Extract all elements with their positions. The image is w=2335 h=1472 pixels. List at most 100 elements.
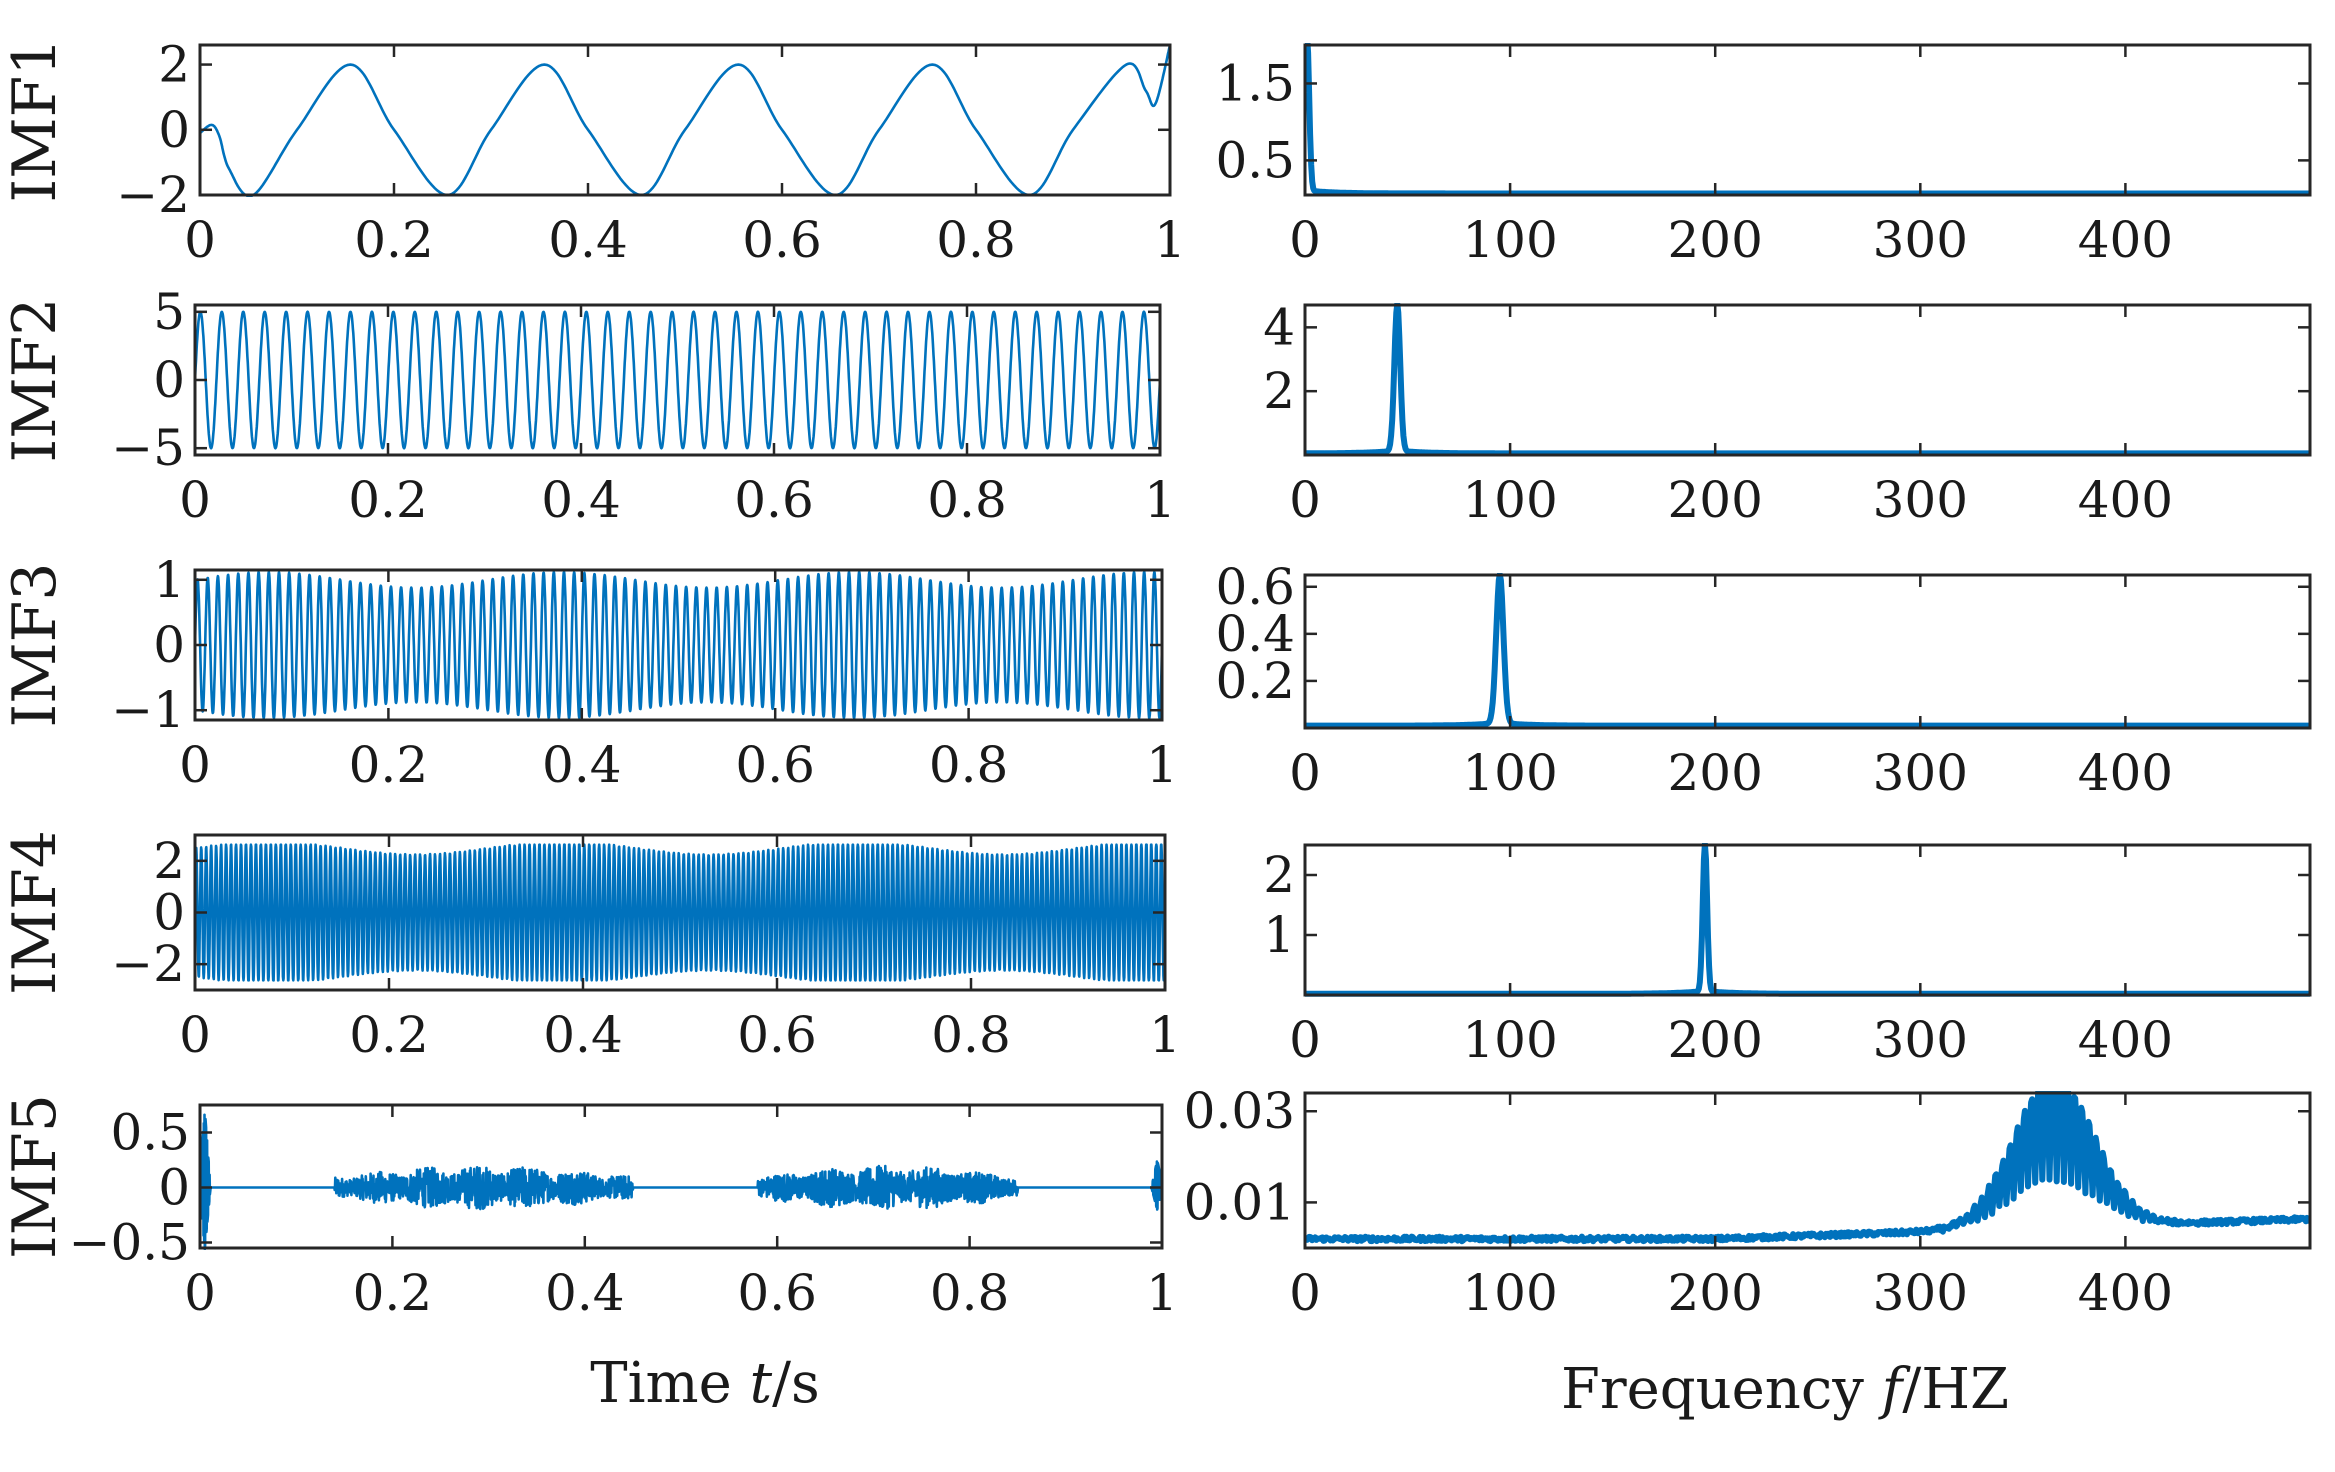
imf3-freq-xtick-label: 400 bbox=[2078, 744, 2173, 802]
imf4-time-xtick-label: 0.8 bbox=[931, 1006, 1011, 1064]
imf4-time-xtick-label: 1 bbox=[1149, 1006, 1181, 1064]
imf5-freq-xtick-label: 100 bbox=[1462, 1264, 1557, 1322]
imf3-freq-ytick-label: 0.2 bbox=[1215, 652, 1295, 710]
imf2-time-xtick-label: 0 bbox=[179, 471, 211, 529]
imf4-freq-axes-frame bbox=[1303, 843, 2312, 997]
imf1-freq-xtick-label: 0 bbox=[1289, 211, 1321, 269]
imf5-time-xtick-label: 0.2 bbox=[353, 1264, 433, 1322]
imf3-time-xtick-label: 0.2 bbox=[349, 736, 429, 794]
imf2-freq-xtick-label: 200 bbox=[1667, 471, 1762, 529]
imf5-freq-xtick-label: 0 bbox=[1289, 1264, 1321, 1322]
imf5-freq-series-line bbox=[1305, 1091, 2310, 1245]
imf3-time-ytick-label: −1 bbox=[111, 681, 185, 739]
imf1-freq-ytick-label: 1.5 bbox=[1215, 54, 1295, 112]
imf3-freq-xtick-label: 100 bbox=[1462, 744, 1557, 802]
imf5-freq-xtick-label: 400 bbox=[2078, 1264, 2173, 1322]
imf4-time-series-line bbox=[195, 843, 1165, 982]
imf5-time-axes-frame bbox=[198, 1103, 1164, 1250]
imf1-time-series-line bbox=[200, 44, 1170, 197]
imf1-time-xtick-label: 0.6 bbox=[742, 211, 822, 269]
imf1-freq-panel: 0 100 200 300 400 0.5 1.5 bbox=[1215, 43, 2312, 269]
imf5-time-ylabel: IMF5 bbox=[0, 1094, 70, 1259]
imf1-time-ytick-label: 0 bbox=[158, 101, 190, 159]
imf2-time-ytick-label: 5 bbox=[153, 283, 185, 341]
imf5-freq-ytick-label: 0.03 bbox=[1184, 1082, 1295, 1140]
imf3-time-xtick-label: 0.8 bbox=[929, 736, 1009, 794]
imf1-time-xtick-label: 1 bbox=[1154, 211, 1186, 269]
imf3-freq-ytick-label: 0.4 bbox=[1215, 605, 1295, 663]
imf4-time-xtick-label: 0.2 bbox=[349, 1006, 429, 1064]
imf2-time-ytick-label: 0 bbox=[153, 351, 185, 409]
imf2-freq-xtick-label: 400 bbox=[2078, 471, 2173, 529]
imf2-freq-xtick-label: 0 bbox=[1289, 471, 1321, 529]
imf2-time-xtick-label: 1 bbox=[1144, 471, 1176, 529]
imf4-time-xtick-label: 0.4 bbox=[543, 1006, 623, 1064]
imf5-time-ytick-label: 0.5 bbox=[110, 1104, 190, 1162]
imf1-freq-ytick-label: 0.5 bbox=[1215, 131, 1295, 189]
imf2-time-series-line bbox=[195, 310, 1160, 450]
imf3-freq-xtick-label: 300 bbox=[1873, 744, 1968, 802]
imf4-freq-ytick-label: 2 bbox=[1263, 846, 1295, 904]
frequency-axis-label: Frequency f/HZ bbox=[1561, 1357, 2009, 1422]
imf4-time-ytick-label: 0 bbox=[153, 884, 185, 942]
imf3-time-series-line bbox=[195, 570, 1162, 720]
imf4-freq-ytick-label: 1 bbox=[1263, 906, 1295, 964]
imf1-time-ytick-label: −2 bbox=[116, 166, 190, 224]
imf2-time-xtick-label: 0.6 bbox=[734, 471, 814, 529]
imf4-time-ytick-label: −2 bbox=[111, 935, 185, 993]
imf3-time-xtick-label: 0.6 bbox=[735, 736, 815, 794]
imf2-time-xtick-label: 0.2 bbox=[348, 471, 428, 529]
imf4-freq-series-line bbox=[1305, 843, 2310, 997]
imf4-time-xtick-label: 0 bbox=[179, 1006, 211, 1064]
imf4-time-ytick-label: 2 bbox=[153, 832, 185, 890]
imf4-time-ylabel: IMF4 bbox=[0, 830, 70, 995]
imf2-time-ylabel: IMF2 bbox=[0, 298, 70, 463]
imf5-time-xtick-label: 1 bbox=[1146, 1264, 1178, 1322]
imf2-freq-xtick-label: 100 bbox=[1462, 471, 1557, 529]
imf3-freq-series-line bbox=[1305, 573, 2310, 729]
imf1-freq-series-line bbox=[1305, 43, 2310, 197]
imf4-time-xtick-label: 0.6 bbox=[737, 1006, 817, 1064]
imf1-freq-axes-frame bbox=[1303, 43, 2312, 197]
imf3-freq-axes-frame bbox=[1303, 573, 2312, 730]
imf2-freq-panel: 0 100 200 300 400 2 4 bbox=[1263, 298, 2312, 529]
imf1-freq-xtick-label: 300 bbox=[1873, 211, 1968, 269]
imf5-freq-axes-frame bbox=[1303, 1091, 2312, 1250]
imf3-freq-xtick-label: 0 bbox=[1289, 744, 1321, 802]
imf3-freq-panel: 0 100 200 300 400 0.20.40.6 bbox=[1215, 558, 2312, 802]
imf3-freq-xtick-label: 200 bbox=[1667, 744, 1762, 802]
imf2-freq-ytick-label: 4 bbox=[1263, 298, 1295, 356]
imf3-time-xtick-label: 0.4 bbox=[542, 736, 622, 794]
imf1-time-axes-frame bbox=[198, 43, 1172, 197]
imf4-freq-xtick-label: 100 bbox=[1462, 1011, 1557, 1069]
time-axis-label: Time t/s bbox=[590, 1351, 819, 1416]
imf3-time-ytick-label: 0 bbox=[153, 616, 185, 674]
imf5-time-xtick-label: 0.4 bbox=[545, 1264, 625, 1322]
imf1-time-ytick-label: 2 bbox=[158, 36, 190, 94]
imf5-time-xtick-label: 0.8 bbox=[930, 1264, 1010, 1322]
imf1-time-xtick-label: 0 bbox=[184, 211, 216, 269]
imf3-time-xtick-label: 0 bbox=[179, 736, 211, 794]
imf4-freq-xtick-label: 0 bbox=[1289, 1011, 1321, 1069]
imf3-freq-ytick-label: 0.6 bbox=[1215, 558, 1295, 616]
imf2-freq-axes-frame bbox=[1303, 303, 2312, 457]
imf5-time-series-line bbox=[200, 1113, 1162, 1250]
imf4-freq-xtick-label: 200 bbox=[1667, 1011, 1762, 1069]
imf5-freq-xtick-label: 300 bbox=[1873, 1264, 1968, 1322]
imf5-time-xtick-label: 0 bbox=[184, 1264, 216, 1322]
imf3-time-ytick-label: 1 bbox=[153, 551, 185, 609]
imf1-freq-xtick-label: 200 bbox=[1667, 211, 1762, 269]
imf1-time-xtick-label: 0.8 bbox=[936, 211, 1016, 269]
imf2-freq-ytick-label: 2 bbox=[1263, 362, 1295, 420]
imf3-time-ylabel: IMF3 bbox=[0, 563, 70, 728]
imf5-freq-ytick-label: 0.01 bbox=[1184, 1173, 1295, 1231]
imf2-freq-series-line bbox=[1305, 303, 2310, 457]
imf5-time-ytick-label: −0.5 bbox=[69, 1214, 190, 1272]
